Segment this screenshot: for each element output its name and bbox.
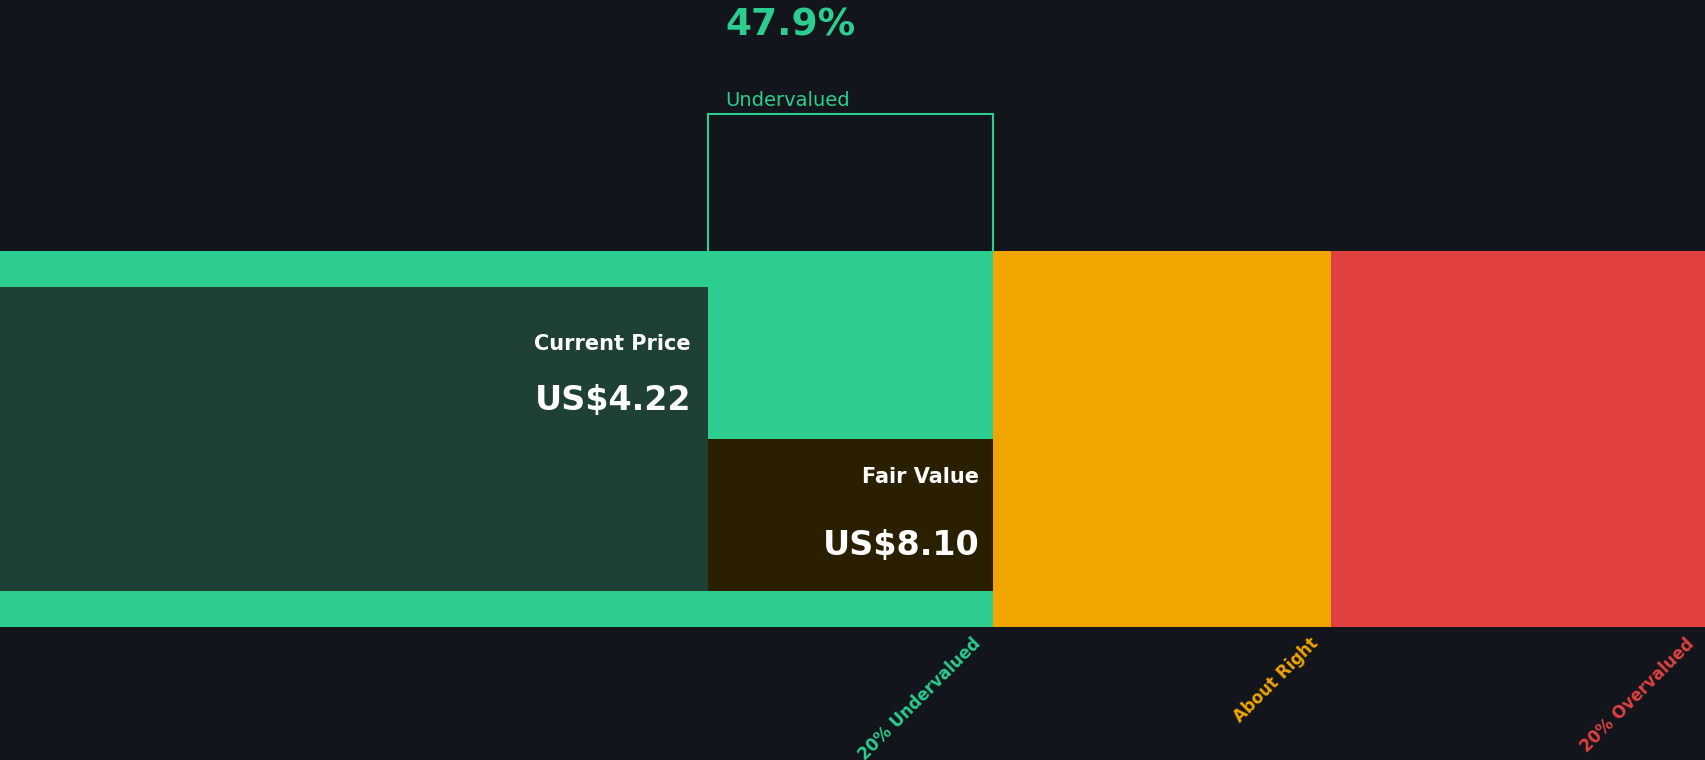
- Bar: [0, 287, 708, 439]
- Bar: [0, 439, 992, 591]
- Bar: [0, 251, 992, 627]
- Text: 20% Undervalued: 20% Undervalued: [854, 635, 984, 760]
- Text: 47.9%: 47.9%: [725, 8, 854, 43]
- Text: About Right: About Right: [1229, 635, 1321, 727]
- Text: 20% Overvalued: 20% Overvalued: [1575, 635, 1696, 755]
- Text: Current Price: Current Price: [534, 334, 691, 354]
- Text: US$8.10: US$8.10: [822, 529, 979, 562]
- Text: US$4.22: US$4.22: [534, 385, 691, 417]
- Text: Undervalued: Undervalued: [725, 91, 849, 110]
- Text: Fair Value: Fair Value: [861, 467, 979, 487]
- Bar: [708, 439, 992, 591]
- Bar: [1330, 251, 1705, 627]
- Bar: [992, 251, 1330, 627]
